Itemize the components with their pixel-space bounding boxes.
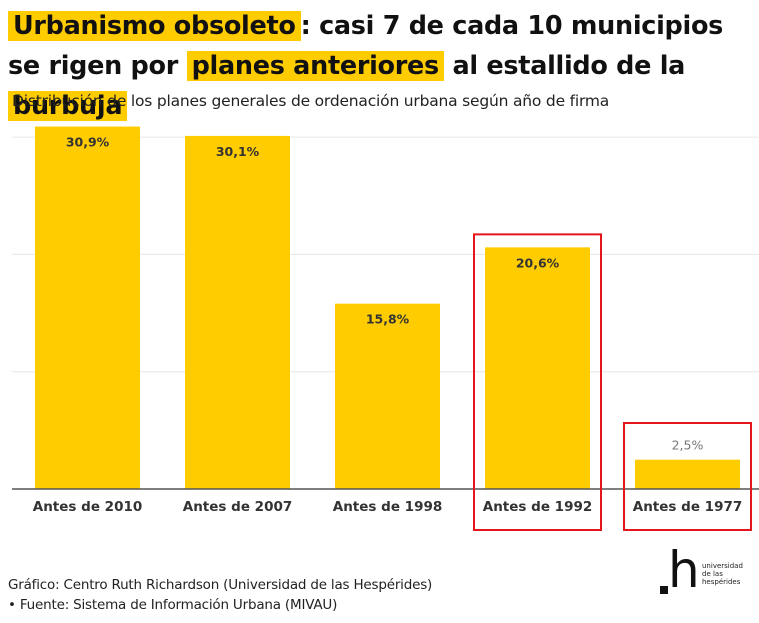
logo-mark: h bbox=[668, 541, 700, 599]
bar-value-label: 15,8% bbox=[366, 312, 410, 327]
x-tick-label: Antes de 2007 bbox=[183, 499, 293, 515]
x-tick-label: Antes de 1998 bbox=[333, 499, 443, 515]
logo-line-2: de las bbox=[702, 570, 723, 578]
logo-dot bbox=[660, 586, 668, 594]
bar bbox=[635, 459, 740, 489]
bar bbox=[185, 135, 290, 489]
footer-credit: Gráfico: Centro Ruth Richardson (Univers… bbox=[8, 577, 433, 593]
logo-line-3: hespérides bbox=[702, 578, 741, 586]
bar bbox=[335, 303, 440, 489]
x-tick-label: Antes de 1992 bbox=[483, 499, 593, 515]
bar-value-label: 30,9% bbox=[66, 135, 110, 150]
chart-subtitle: Distribución de los planes generales de … bbox=[12, 92, 610, 110]
title-text-1: : casi 7 de cada 10 municipios se rigen … bbox=[8, 11, 724, 81]
title-text-2: al estallido de la bbox=[443, 51, 686, 81]
footer-source: • Fuente: Sistema de Información Urbana … bbox=[8, 597, 338, 613]
x-tick-label: Antes de 2010 bbox=[33, 499, 143, 515]
bar bbox=[485, 247, 590, 489]
bar-value-label: 20,6% bbox=[516, 255, 560, 270]
highlight-box bbox=[473, 233, 602, 531]
x-tick-label: Antes de 1977 bbox=[633, 499, 743, 515]
highlight-box bbox=[623, 422, 752, 531]
chart-title: Urbanismo obsoleto: casi 7 de cada 10 mu… bbox=[8, 6, 753, 126]
logo-text: universidad de las hespérides bbox=[702, 562, 743, 586]
title-highlight-urbanismo: Urbanismo obsoleto bbox=[8, 11, 301, 41]
bar-value-label: 2,5% bbox=[672, 438, 704, 453]
bar-chart: 30,9% Antes de 2010 30,1% Antes de 2007 15,8… bbox=[12, 126, 759, 531]
title-highlight-burbuja: burbuja bbox=[8, 91, 128, 121]
bar bbox=[35, 126, 140, 489]
university-logo: h universidad de las hespérides bbox=[660, 545, 759, 603]
title-highlight-planes: planes anteriores bbox=[186, 51, 444, 81]
logo-line-1: universidad bbox=[702, 562, 743, 570]
bar-value-label: 30,1% bbox=[216, 144, 260, 159]
